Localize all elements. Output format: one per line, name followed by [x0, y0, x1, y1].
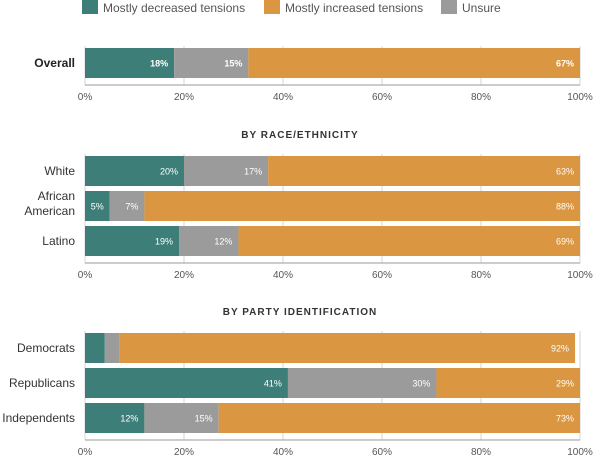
x-tick-label: 100% — [567, 270, 593, 281]
bar-unsure — [104, 333, 120, 363]
data-label: 69% — [556, 237, 574, 247]
bar-unsure — [184, 156, 269, 186]
data-label: 12% — [120, 414, 138, 424]
legend-label-unsure: Unsure — [462, 1, 501, 15]
category-label: Republicans — [9, 376, 75, 390]
x-tick-label: 60% — [372, 447, 392, 458]
x-tick-label: 40% — [273, 92, 293, 103]
category-label: Democrats — [17, 341, 75, 355]
data-label: 92% — [551, 344, 569, 354]
legend: Mostly decreased tensions Mostly increase… — [82, 0, 501, 15]
bar-mostly-increased-tensions — [268, 156, 580, 186]
x-tick-label: 0% — [78, 92, 93, 103]
panel-title: BY PARTY IDENTIFICATION — [223, 307, 378, 318]
data-label: 29% — [556, 379, 574, 389]
panel-1: Overall 18% 15% 67% 0% 20% 40% 60% 80% 100% — [34, 46, 593, 103]
data-label: 18% — [150, 59, 168, 69]
data-label: 67% — [556, 59, 574, 69]
legend-swatch-mostly-decreased-tensions — [82, 0, 98, 14]
bar-mostly-decreased-tensions — [85, 333, 105, 363]
bar-mostly-increased-tensions — [436, 368, 580, 398]
data-label: 17% — [244, 167, 262, 177]
x-tick-label: 20% — [174, 270, 194, 281]
bar-mostly-increased-tensions — [119, 333, 576, 363]
category-label: Independents — [2, 411, 75, 425]
bar-mostly-decreased-tensions — [85, 226, 180, 256]
legend-swatch-unsure — [441, 0, 457, 14]
category-label: African American — [24, 189, 75, 218]
x-tick-label: 100% — [567, 92, 593, 103]
category-label: Latino — [42, 234, 75, 248]
data-label: 19% — [155, 237, 173, 247]
x-tick-label: 0% — [78, 447, 93, 458]
x-tick-label: 20% — [174, 447, 194, 458]
bar-unsure — [174, 48, 249, 78]
data-label: 20% — [160, 167, 178, 177]
bar-mostly-increased-tensions — [218, 403, 580, 433]
bar-mostly-increased-tensions — [248, 48, 580, 78]
x-tick-label: 80% — [471, 447, 491, 458]
category-label: White — [44, 164, 75, 178]
bar-mostly-decreased-tensions — [85, 48, 175, 78]
x-tick-label: 40% — [273, 447, 293, 458]
x-tick-label: 80% — [471, 270, 491, 281]
x-tick-label: 100% — [567, 447, 593, 458]
data-label: 7% — [125, 202, 138, 212]
data-label: 15% — [195, 414, 213, 424]
bar-mostly-increased-tensions — [144, 191, 580, 221]
legend-swatch-mostly-increased-tensions — [264, 0, 280, 14]
data-label: 30% — [412, 379, 430, 389]
panel-title: BY RACE/ETHNICITY — [241, 130, 358, 141]
data-label: 73% — [556, 414, 574, 424]
data-label: 41% — [264, 379, 282, 389]
data-label: 5% — [91, 202, 104, 212]
data-label: 63% — [556, 167, 574, 177]
bar-mostly-decreased-tensions — [85, 403, 145, 433]
bar-mostly-decreased-tensions — [85, 368, 288, 398]
panel-2: BY RACE/ETHNICITY White 20% 17% 63% African Am… — [24, 130, 593, 281]
bar-mostly-decreased-tensions — [85, 191, 110, 221]
panel-3: BY PARTY IDENTIFICATION Democrats 92% Repub… — [2, 307, 593, 458]
legend-label-mostly-increased-tensions: Mostly increased tensions — [285, 1, 423, 15]
x-tick-label: 80% — [471, 92, 491, 103]
category-label: Overall — [34, 56, 75, 70]
chart-panels: Overall 18% 15% 67%0% 20% 40% 60% 80% 100%BY RAC… — [2, 46, 593, 458]
data-label: 12% — [214, 237, 232, 247]
bar-mostly-increased-tensions — [238, 226, 580, 256]
x-tick-label: 0% — [78, 270, 93, 281]
bar-mostly-decreased-tensions — [85, 156, 184, 186]
legend-label-mostly-decreased-tensions: Mostly decreased tensions — [103, 1, 245, 15]
x-tick-label: 20% — [174, 92, 194, 103]
x-tick-label: 40% — [273, 270, 293, 281]
x-tick-label: 60% — [372, 92, 392, 103]
bar-unsure — [287, 368, 437, 398]
data-label: 15% — [224, 59, 242, 69]
bar-unsure — [179, 226, 239, 256]
bar-unsure — [144, 403, 219, 433]
data-label: 88% — [556, 202, 574, 212]
bar-unsure — [109, 191, 145, 221]
x-tick-label: 60% — [372, 270, 392, 281]
